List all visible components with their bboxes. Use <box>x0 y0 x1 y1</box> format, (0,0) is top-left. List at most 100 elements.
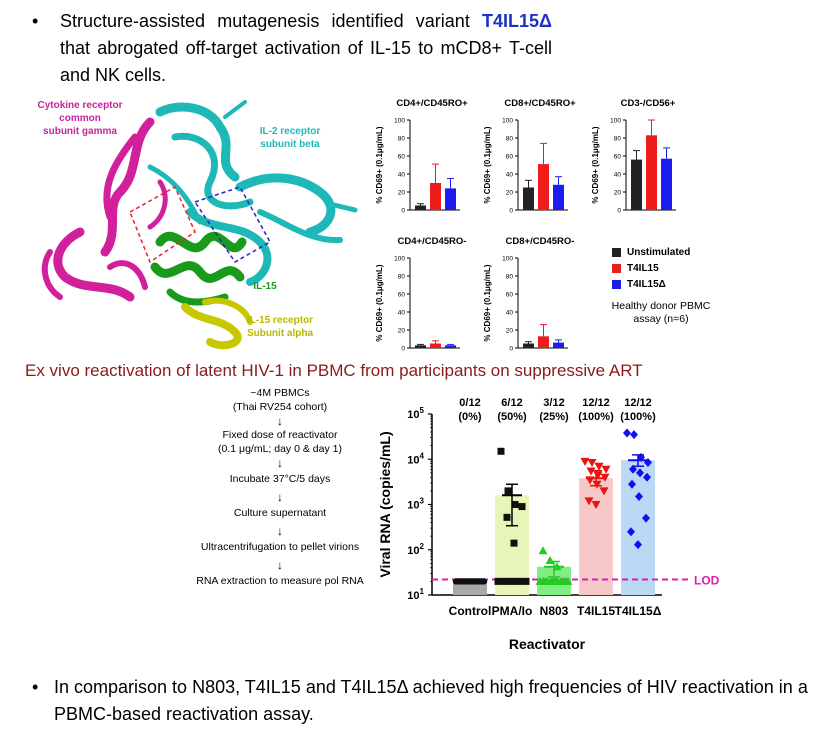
lod-label: LOD <box>694 574 720 588</box>
data-point <box>511 577 519 585</box>
y-tick-label: 101 <box>407 587 424 602</box>
top-bullet: • Structure-assisted mutagenesis identif… <box>32 8 552 89</box>
y-tick-label: 20 <box>506 328 514 335</box>
data-point <box>591 501 601 509</box>
down-arrow-icon: ↓ <box>277 524 283 538</box>
down-arrow-icon: ↓ <box>277 414 283 428</box>
common-gamma-chain-ribbon <box>41 117 168 302</box>
workflow-step: Incubate 37°C/5 days <box>229 473 331 485</box>
bar <box>661 158 672 210</box>
frequency-count: 0/12 <box>459 397 480 409</box>
panel-title: CD4+/CD45RO+ <box>396 98 468 109</box>
frequency-count: 12/12 <box>582 397 610 409</box>
variant-name: T4IL15Δ <box>482 11 552 31</box>
legend-item-t4il15-delta: T4IL15Δ <box>612 276 690 292</box>
frequency-count: 6/12 <box>501 397 522 409</box>
frequency-percent: (0%) <box>458 411 482 423</box>
bar <box>631 159 642 210</box>
data-point <box>503 513 511 521</box>
y-tick-label: 60 <box>398 292 406 299</box>
data-point <box>584 497 594 506</box>
frequency-percent: (100%) <box>578 411 614 423</box>
y-tick-label: 80 <box>398 274 406 281</box>
workflow: ~4M PBMCs (Thai RV254 cohort) ↓ Fixed do… <box>170 386 390 588</box>
top-bullet-text: Structure-assisted mutagenesis identifie… <box>60 11 552 85</box>
cd69-bar-panels: CD4+/CD45RO+ % CD69+ (0.1μg/mL) 0 20 40 60 80 1… <box>375 98 676 352</box>
workflow-step: RNA extraction to measure pol RNA <box>196 575 364 587</box>
data-point <box>643 472 651 482</box>
bar <box>445 345 456 348</box>
data-point <box>623 428 631 438</box>
label-gamma-line3: subunit gamma <box>43 126 117 137</box>
bar <box>523 343 534 348</box>
y-tick-label: 100 <box>502 256 513 263</box>
y-tick-label: 60 <box>506 154 514 161</box>
y-axis-label: Viral RNA (copies/mL) <box>377 431 393 577</box>
down-arrow-icon: ↓ <box>277 558 283 572</box>
bar <box>621 460 655 595</box>
label-beta-line2: subunit beta <box>260 139 320 150</box>
data-point <box>586 467 596 476</box>
cd69-legend: Unstimulated T4IL15 T4IL15Δ <box>612 244 690 292</box>
data-point <box>594 462 604 471</box>
protein-structure-figure: Cytokine receptor common subunit gamma I… <box>37 100 358 350</box>
down-arrow-icon: ↓ <box>277 490 283 504</box>
cd69-panel: CD8+/CD45RO- % CD69+ (0.1μg/mL) 0 20 40 60 80 1… <box>483 236 574 352</box>
workflow-step: Fixed dose of reactivator <box>222 429 338 441</box>
y-tick-label: 80 <box>398 136 406 143</box>
structure-labels: Cytokine receptor common subunit gamma I… <box>37 100 320 339</box>
data-point <box>510 539 518 547</box>
workflow-step: (0.1 μg/mL; day 0 & day 1) <box>218 443 342 455</box>
data-point <box>587 458 597 467</box>
label-alpha-line1: IL-15 receptor <box>247 315 313 326</box>
data-point <box>504 487 512 495</box>
bar <box>553 342 564 348</box>
y-tick-label: 40 <box>506 310 514 317</box>
y-tick-label: 105 <box>407 406 424 421</box>
y-tick-label: 40 <box>398 172 406 179</box>
bar <box>415 345 426 348</box>
cd69-panel: CD4+/CD45RO- % CD69+ (0.1μg/mL) 0 20 40 60 80 1… <box>375 236 466 352</box>
y-axis-label: % CD69+ (0.1μg/mL) <box>591 126 600 203</box>
workflow-step: (Thai RV254 cohort) <box>232 401 328 413</box>
data-point <box>634 540 642 550</box>
panel-title: CD8+/CD45RO+ <box>504 98 576 109</box>
legend-swatch <box>612 247 621 257</box>
data-point <box>518 503 526 511</box>
x-tick-label: N803 <box>540 604 569 618</box>
y-tick-label: 102 <box>407 542 424 557</box>
y-tick-label: 0 <box>509 346 513 353</box>
data-point <box>516 577 524 585</box>
x-tick-label: PMA/Io <box>492 604 533 618</box>
interface-box-blue <box>193 186 272 263</box>
y-tick-label: 60 <box>506 292 514 299</box>
y-tick-label: 20 <box>398 328 406 335</box>
workflow-step: Ultracentrifugation to pellet virions <box>200 541 360 553</box>
bar <box>538 336 549 348</box>
frequency-percent: (50%) <box>497 411 527 423</box>
bar <box>523 187 534 210</box>
panel-title: CD4+/CD45RO- <box>398 236 467 247</box>
data-point <box>636 468 644 478</box>
label-il15: IL-15 <box>253 281 277 292</box>
bar <box>445 188 456 210</box>
bar <box>646 135 657 210</box>
y-tick-label: 100 <box>610 118 621 125</box>
data-point <box>505 577 513 585</box>
label-gamma-line1: Cytokine receptor <box>37 100 122 111</box>
bar <box>538 164 549 210</box>
x-axis-label: Reactivator <box>509 636 586 652</box>
down-arrow-icon: ↓ <box>277 456 283 470</box>
y-tick-label: 80 <box>506 274 514 281</box>
y-tick-label: 40 <box>614 172 622 179</box>
assay-note: Healthy donor PBMC assay (n=6) <box>611 300 711 325</box>
data-point <box>580 457 590 466</box>
y-tick-label: 80 <box>506 136 514 143</box>
workflow-step: Culture supernatant <box>233 507 327 519</box>
il15-ribbon <box>150 231 247 306</box>
legend-item-t4il15: T4IL15 <box>612 260 690 276</box>
section-title: Ex vivo reactivation of latent HIV-1 in … <box>25 361 643 380</box>
data-point <box>592 480 602 489</box>
y-tick-label: 20 <box>614 190 622 197</box>
legend-item-unstimulated: Unstimulated <box>612 244 690 260</box>
